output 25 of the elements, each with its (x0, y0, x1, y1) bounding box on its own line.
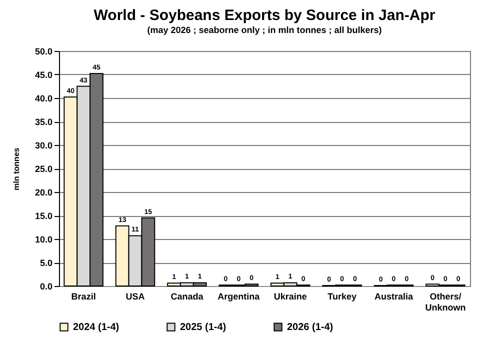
y-tick-label: 5.0 (40, 258, 52, 268)
x-tick-label: USA (126, 292, 146, 302)
y-tick-label: 35.0 (34, 117, 52, 127)
chart-subtitle: (may 2026 ; seaborne only ; in mln tonnes ; all bulkers) (147, 25, 382, 35)
y-tick-label: 50.0 (34, 46, 52, 56)
x-tick-label: Brazil (71, 292, 96, 302)
y-axis-title: mln tonnes (12, 147, 21, 190)
chart-title: World - Soybeans Exports by Source in Jan-Apr (94, 7, 436, 24)
y-tick-label: 30.0 (34, 140, 52, 150)
y-tick-label: 45.0 (34, 70, 52, 80)
y-tick-label: 10.0 (34, 234, 52, 244)
y-tick-label: 40.0 (34, 94, 52, 104)
legend-label: 2026 (1-4) (287, 322, 334, 334)
y-tick-label: 25.0 (34, 164, 52, 174)
x-tick-label: Ukraine (274, 292, 307, 302)
y-tick-label: 15.0 (34, 211, 52, 221)
y-tick-label: 20.0 (34, 188, 52, 198)
x-tick-label: Canada (170, 292, 204, 302)
x-tick-label: Australia (374, 292, 414, 302)
x-tick-label: Turkey (328, 292, 356, 302)
y-tick-label: 0.0 (40, 282, 52, 292)
x-tick-label: Others/ Unknown (425, 292, 466, 312)
legend-label: 2025 (1-4) (180, 322, 226, 334)
legend-label: 2024 (1-4) (73, 322, 120, 334)
x-tick-label: Argentina (218, 292, 261, 302)
